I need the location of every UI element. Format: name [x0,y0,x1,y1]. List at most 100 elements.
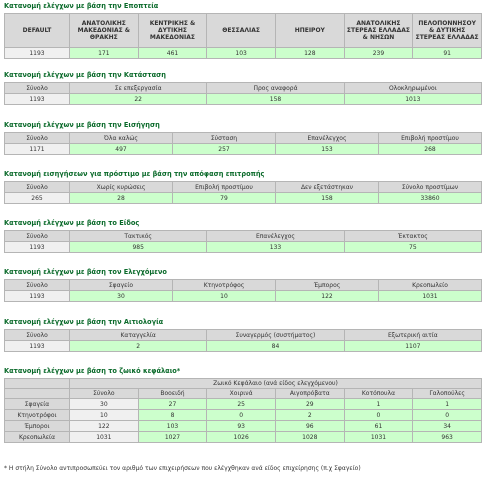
value-cell: 1031 [343,431,414,443]
value-cell: 28 [69,192,173,204]
column-header: ΑΝΑΤΟΛΙΚΗΣ ΜΑΚΕΔΟΝΙΑΣ & ΘΡΑΚΗΣ [69,13,139,48]
table-row: 1193 171 461 103 128 239 91 [4,47,482,59]
table-header-row: Σύνολο Όλα καλώς Σύσταση Επανέλεγχος Επι… [4,132,482,144]
inspected-table: Σύνολο Σφαγείο Κτηνοτρόφος Έμπορος Κρεοπ… [4,279,482,302]
row-label: Σφαγεία [4,398,70,410]
row-label: Έμποροι [4,420,70,432]
value-cell: 1031 [378,290,482,302]
recommendation-table: Σύνολο Όλα καλώς Σύσταση Επανέλεγχος Επι… [4,132,482,155]
value-cell: 122 [275,290,379,302]
value-cell: 153 [275,143,379,155]
value-cell: 0 [206,409,276,421]
section-title-region: Κατανομή ελέγχων με βάση την Εποπτεία [4,2,159,10]
table-row: 265 28 79 158 33860 [4,192,482,204]
section-title-reason: Κατανομή ελέγχων με βάση την Αιτιολογία [4,318,164,326]
column-header: Σύνολο [69,388,139,399]
column-header: Σύνολο προστίμων [378,181,482,193]
value-cell: 985 [68,241,208,253]
footnote: * Η στήλη Σύνολο αντιπροσωπεύει τον αριθ… [4,465,361,472]
column-header: Τακτικός [68,230,208,242]
column-header: Σύνολο [4,82,70,94]
column-header: Σύσταση [172,132,276,144]
value-cell: 34 [412,420,482,432]
value-cell: 239 [343,47,414,59]
animal-table: Ζωικό Κεφάλαιο (ανά είδος ελεγχόμενου) Σ… [4,378,482,443]
table-header-row: DEFAULT ΑΝΑΤΟΛΙΚΗΣ ΜΑΚΕΔΟΝΙΑΣ & ΘΡΑΚΗΣ Κ… [4,13,482,48]
table-header-row: Σύνολο Καταγγελία Συναγερμός (συστήματος… [4,329,483,341]
column-header: Σφαγείο [69,279,173,291]
fines-table: Σύνολο Χωρίς κυρώσεις Επιβολή προστίμου … [4,181,482,204]
total-cell: 265 [4,192,70,204]
column-header: ΑΝΑΤΟΛΙΚΗΣ ΣΤΕΡΕΑΣ ΕΛΛΑΔΑΣ & ΝΗΣΩΝ [343,13,414,48]
value-cell: 0 [412,409,482,421]
column-header: Επανέλεγχος [206,230,345,242]
total-cell: 1193 [4,290,70,302]
column-header: Χωρίς κυρώσεις [69,181,173,193]
corner-cell [4,388,70,399]
value-cell: 171 [69,47,139,59]
value-cell: 22 [68,93,208,105]
value-cell: 75 [343,241,483,253]
value-cell: 2 [68,340,208,352]
section-title-fines: Κατανομή εισηγήσεων για πρόστιμο με βάση… [4,170,265,178]
value-cell: 29 [274,398,345,410]
value-cell: 84 [206,340,345,352]
section-title-inspected: Κατανομή ελέγχων με βάση τον Ελεγχόμενο [4,268,167,276]
row-label: Κρεοπωλεία [4,431,70,443]
section-title-animal: Κατανομή ελέγχων με βάση το ζωικό κεφάλα… [4,367,181,375]
value-cell: 27 [137,398,208,410]
value-cell: 8 [137,409,208,421]
value-cell: 10 [172,290,276,302]
column-header: Ολοκληρωμένοι [343,82,483,94]
value-cell: 93 [206,420,276,432]
column-header: Σύνολο [4,329,70,341]
group-header-row: Ζωικό Κεφάλαιο (ανά είδος ελεγχόμενου) [4,378,482,389]
table-header-row: Σύνολο Βοοειδή Χοιρινά Αιγοπρόβατα Κοτόπ… [4,388,482,399]
column-header: Δεν εξετάστηκαν [275,181,379,193]
total-cell: 1193 [4,340,70,352]
status-table: Σύνολο Σε επεξεργασία Προς αναφορά Ολοκλ… [4,82,483,105]
section-title-status: Κατανομή ελέγχων με βάση την Κατάσταση [4,71,166,79]
value-cell: 1107 [343,340,483,352]
value-cell: 0 [343,409,414,421]
value-cell: 128 [274,47,345,59]
value-cell: 96 [274,420,345,432]
table-row: 1171 497 257 153 268 [4,143,482,155]
table-row: Σφαγεία 30 27 25 29 1 1 [4,398,482,410]
total-cell: 10 [69,409,139,421]
column-header: Αιγοπρόβατα [274,388,345,399]
total-cell: 1031 [69,431,139,443]
column-header: Όλα καλώς [69,132,173,144]
value-cell: 1027 [137,431,208,443]
column-header: ΠΕΛΟΠΟΝΝΗΣΟΥ & ΔΥΤΙΚΗΣ ΣΤΕΡΕΑΣ ΕΛΛΑΔΑΣ [412,13,482,48]
row-label: Κτηνοτρόφοι [4,409,70,421]
value-cell: 103 [206,47,276,59]
total-cell: 1171 [4,143,70,155]
value-cell: 461 [137,47,208,59]
total-cell: 1193 [4,93,70,105]
group-header: Ζωικό Κεφάλαιο (ανά είδος ελεγχόμενου) [69,378,482,389]
default-header: DEFAULT [4,13,70,48]
value-cell: 268 [378,143,482,155]
column-header: Σε επεξεργασία [68,82,208,94]
column-header: Σύνολο [4,279,70,291]
column-header: ΗΠΕΙΡΟΥ [274,13,345,48]
value-cell: 257 [172,143,276,155]
column-header: Κρεοπωλείο [378,279,482,291]
column-header: Εξωτερική αιτία [343,329,483,341]
column-header: Σύνολο [4,181,70,193]
column-header: Σύνολο [4,230,70,242]
value-cell: 963 [412,431,482,443]
value-cell: 91 [412,47,482,59]
table-row: 1193 2 84 1107 [4,340,483,352]
value-cell: 79 [172,192,276,204]
value-cell: 1028 [274,431,345,443]
table-row: Κρεοπωλεία 1031 1027 1026 1028 1031 963 [4,431,482,443]
table-header-row: Σύνολο Σφαγείο Κτηνοτρόφος Έμπορος Κρεοπ… [4,279,482,291]
reason-table: Σύνολο Καταγγελία Συναγερμός (συστήματος… [4,329,483,352]
column-header: Επανέλεγχος [275,132,379,144]
value-cell: 1013 [343,93,483,105]
column-header: Σύνολο [4,132,70,144]
table-header-row: Σύνολο Τακτικός Επανέλεγχος Έκτακτος [4,230,483,242]
